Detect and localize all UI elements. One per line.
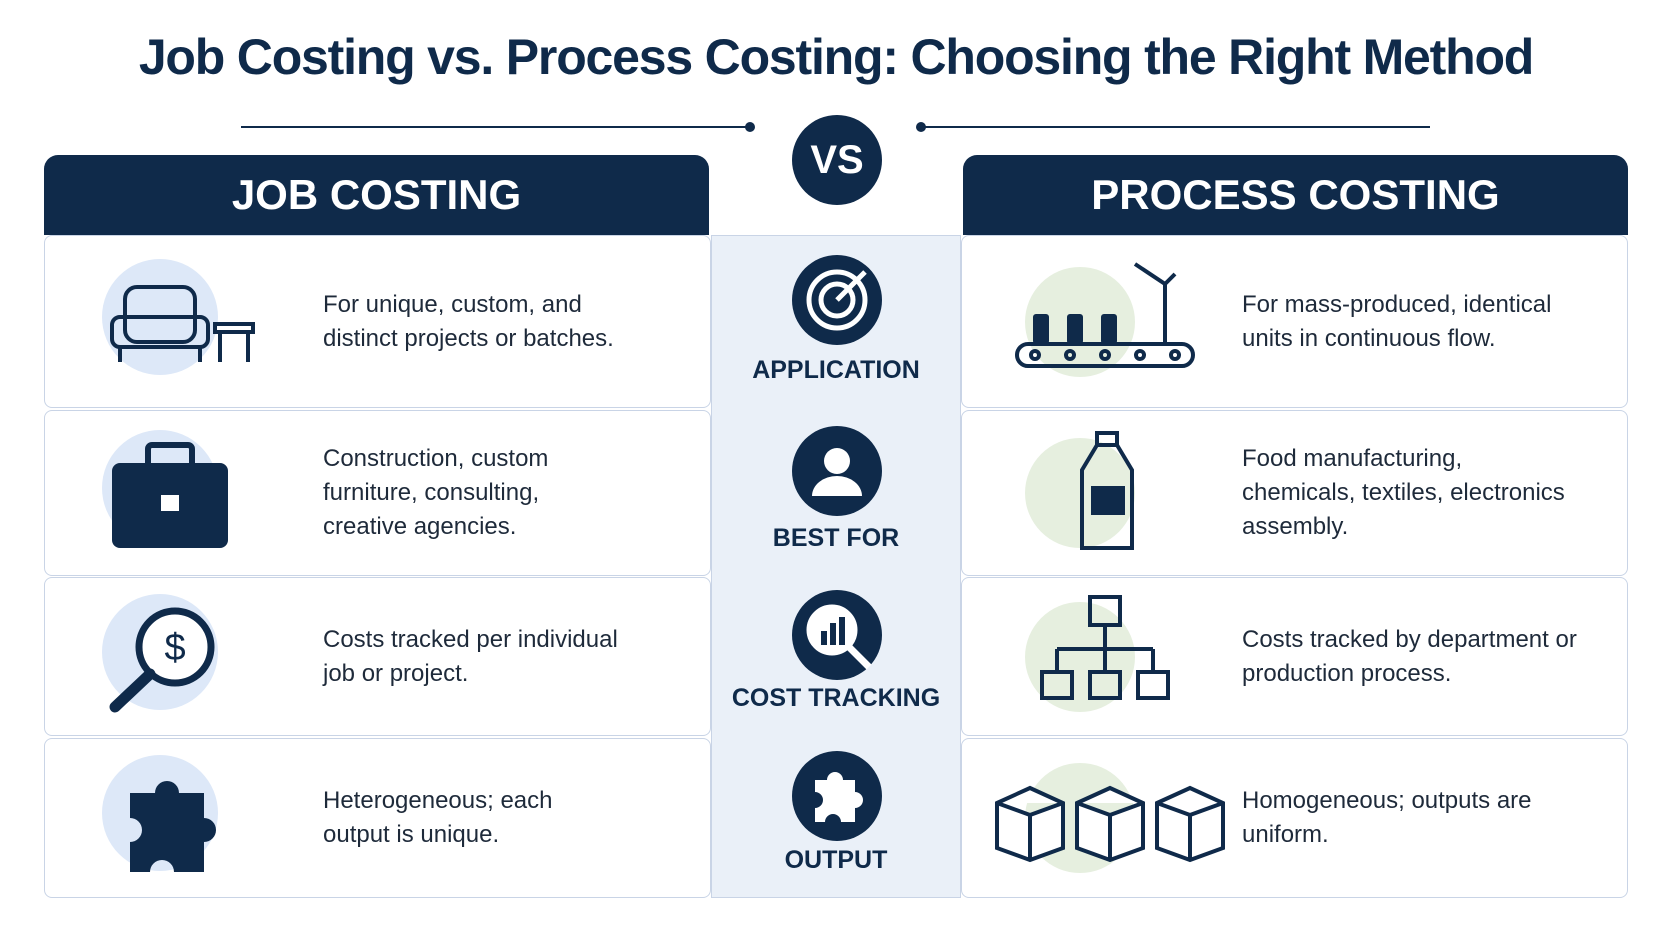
center-label: COST TRACKING (731, 684, 941, 712)
right-text: Costs tracked by department or productio… (1242, 625, 1577, 687)
center-icon (792, 426, 882, 516)
right-icon (1025, 594, 1170, 712)
right-text: Homogeneous; outputs are uniform. (1242, 787, 1532, 848)
center-label: OUTPUT (784, 846, 888, 874)
right-text: Food manufacturing, chemicals, textiles,… (1242, 445, 1565, 540)
center-label: APPLICATION (752, 356, 920, 384)
left-icon (102, 430, 228, 548)
right-icon (995, 763, 1225, 873)
center-icon (792, 589, 882, 680)
center-icon (792, 254, 882, 345)
right-text: For mass-produced, identical units in co… (1242, 290, 1552, 352)
right-icon (1015, 261, 1195, 377)
title: Job Costing vs. Process Costing: Choosin… (138, 29, 1535, 85)
left-icon: $ (102, 593, 218, 712)
divider-line (241, 126, 750, 128)
right-header: PROCESS COSTING (963, 155, 1628, 235)
vs-badge: VS (792, 115, 882, 205)
left-text: For unique, custom, and distinct project… (323, 290, 614, 352)
divider-dot (745, 122, 755, 132)
left-text: Heterogeneous; each output is unique. (323, 787, 553, 848)
left-text: Costs tracked per individual job or proj… (323, 625, 618, 687)
center-icon (792, 751, 882, 841)
svg-text:$: $ (164, 627, 185, 669)
center-label: BEST FOR (772, 524, 900, 552)
left-icon (102, 755, 218, 872)
left-icon (102, 258, 255, 375)
right-icon (1025, 431, 1135, 550)
left-header: JOB COSTING (44, 155, 709, 235)
divider-line (921, 126, 1430, 128)
left-text: Construction, custom furniture, consulti… (323, 445, 549, 540)
